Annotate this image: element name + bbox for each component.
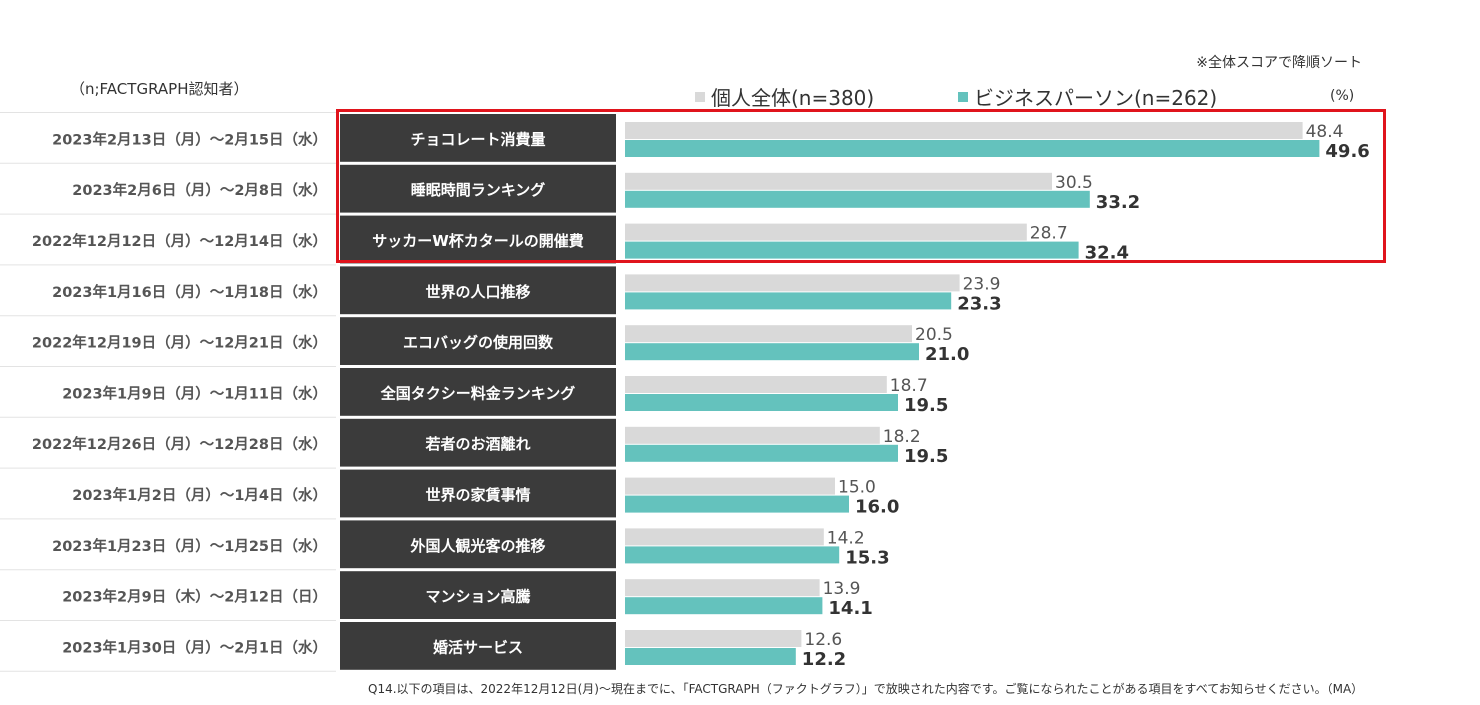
bar-all — [625, 122, 1303, 139]
data-label-all: 18.7 — [890, 376, 928, 396]
data-label-business: 19.5 — [904, 446, 948, 467]
sort-note: ※全体スコアで降順ソート — [1196, 55, 1362, 71]
bar-all — [625, 172, 1052, 190]
category-topic-label: 外国人観光客の推移 — [409, 537, 545, 555]
category-date-label: 2023年1月16日（月）～1月18日（水） — [52, 283, 327, 301]
bar-all — [625, 325, 912, 343]
bar-business — [625, 292, 952, 310]
bar-all — [625, 477, 835, 495]
bar-business — [625, 343, 919, 361]
category-date-label: 2022年12月26日（月）～12月28日（水） — [32, 435, 327, 453]
bar-business — [625, 597, 823, 615]
category-topic-label: 全国タクシー料金ランキング — [380, 384, 576, 402]
topic-box — [340, 469, 616, 518]
category-date-label: 2023年1月9日（月）～1月11日（水） — [62, 384, 327, 402]
topic-box — [340, 114, 616, 162]
bar-all — [625, 426, 880, 444]
legend-item-all: 個人全体(n=380) — [695, 82, 874, 111]
data-label-all: 48.4 — [1306, 122, 1344, 142]
bar-business — [625, 241, 1079, 259]
topic-box — [340, 418, 616, 467]
data-label-all: 18.2 — [883, 427, 921, 447]
data-label-all: 13.9 — [823, 579, 861, 599]
bar-business — [625, 140, 1320, 157]
category-topic-label: 世界の家賃事情 — [425, 486, 530, 504]
data-label-business: 32.4 — [1085, 243, 1129, 264]
topic-box — [340, 571, 616, 619]
category-date-label: 2023年2月6日（月）～2月8日（水） — [72, 181, 327, 199]
bar-business — [625, 444, 898, 462]
question-footnote: Q14.以下の項目は、2022年12月12日(月)～現在までに、「FACTGRA… — [368, 682, 1364, 696]
data-label-business: 14.1 — [828, 598, 872, 619]
data-label-business: 12.2 — [802, 649, 846, 670]
bar-business — [625, 190, 1090, 208]
category-topic-label: マンション高騰 — [425, 588, 531, 606]
category-date-label: 2023年2月9日（木）～2月12日（日） — [62, 588, 327, 606]
bar-all — [625, 376, 887, 393]
bar-business — [625, 495, 849, 513]
data-label-all: 30.5 — [1055, 173, 1093, 193]
topic-box — [340, 266, 616, 315]
unit-label: (%) — [1330, 88, 1355, 104]
topic-box — [340, 215, 616, 264]
topic-box — [340, 164, 616, 213]
bar-all — [625, 630, 802, 647]
legend-swatch-all — [695, 91, 705, 102]
bar-all — [625, 528, 824, 546]
data-label-all: 12.6 — [804, 630, 842, 650]
legend-label-business: ビジネスパーソン(n=262) — [974, 86, 1218, 110]
topic-box — [340, 622, 616, 670]
sample-label: （n;FACTGRAPH認知者） — [70, 80, 249, 98]
data-label-all: 15.0 — [838, 478, 876, 498]
topic-box — [340, 520, 616, 569]
bar-business — [625, 394, 898, 411]
category-topic-label: サッカーW杯カタールの開催費 — [372, 232, 584, 250]
category-date-label: 2022年12月19日（月）～12月21日（水） — [32, 334, 327, 352]
category-date-label: 2022年12月12日（月）～12月14日（水） — [32, 232, 327, 250]
data-label-business: 19.5 — [904, 395, 948, 416]
category-date-label: 2023年1月30日（月）～2月1日（水） — [62, 638, 327, 656]
data-label-business: 49.6 — [1325, 141, 1369, 162]
data-label-business: 33.2 — [1096, 192, 1140, 213]
category-topic-label: 婚活サービス — [433, 638, 523, 656]
data-label-all: 20.5 — [915, 325, 953, 345]
legend-item-business: ビジネスパーソン(n=262) — [958, 82, 1217, 111]
data-label-business: 15.3 — [845, 547, 889, 568]
bar-business — [625, 648, 796, 665]
bar-all — [625, 274, 960, 292]
data-label-all: 14.2 — [827, 528, 865, 548]
category-date-label: 2023年2月13日（月）～2月15日（水） — [52, 130, 327, 148]
category-topic-label: エコバッグの使用回数 — [403, 334, 554, 352]
bar-business — [625, 546, 840, 564]
data-label-business: 16.0 — [855, 497, 899, 518]
legend-label-all: 個人全体(n=380) — [711, 86, 875, 110]
topic-box — [340, 317, 616, 365]
category-topic-label: 若者のお酒離れ — [424, 435, 530, 453]
topic-box — [340, 368, 616, 416]
category-topic-label: 睡眠時間ランキング — [411, 181, 546, 199]
category-topic-label: チョコレート消費量 — [410, 130, 545, 148]
data-label-business: 23.3 — [957, 293, 1001, 314]
data-label-business: 21.0 — [925, 344, 969, 365]
bar-all — [625, 579, 820, 597]
data-label-all: 23.9 — [963, 274, 1001, 294]
category-topic-label: 世界の人口推移 — [425, 283, 530, 301]
bar-all — [625, 223, 1027, 241]
category-date-label: 2023年1月2日（月）～1月4日（水） — [72, 486, 327, 504]
category-date-label: 2023年1月23日（月）～1月25日（水） — [52, 537, 327, 555]
legend-swatch-business — [958, 91, 968, 102]
data-label-all: 28.7 — [1030, 224, 1068, 244]
